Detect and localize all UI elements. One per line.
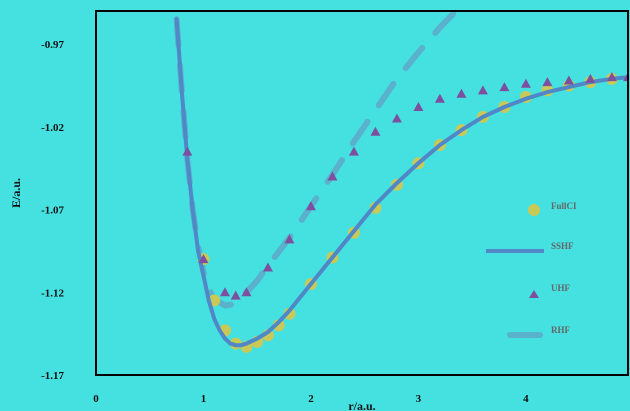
x-axis-label: r/a.u. — [348, 399, 375, 411]
legend-entry-uhf: UHF — [529, 283, 571, 298]
point-uhf — [585, 73, 596, 83]
plot-area — [95, 10, 629, 376]
y-tick-label: -1.07 — [41, 205, 64, 217]
y-tick-label: -1.17 — [41, 370, 64, 382]
series-layer — [173, 11, 628, 353]
point-uhf — [182, 146, 193, 156]
point-uhf — [230, 290, 241, 300]
legend-label-sshf: SSHF — [551, 241, 574, 251]
legend-label-uhf: UHF — [551, 283, 571, 293]
x-tick-label: 1 — [201, 393, 207, 405]
x-tick-label: 4 — [523, 393, 529, 405]
x-tick-label: 2 — [308, 393, 314, 405]
point-uhf — [262, 262, 273, 272]
legend-label-rhf: RHF — [551, 325, 571, 335]
point-uhf — [623, 72, 628, 82]
point-uhf — [391, 113, 402, 123]
point-uhf — [370, 126, 381, 136]
y-axis-label: E/a.u. — [9, 178, 23, 208]
point-uhf — [434, 93, 445, 103]
y-tick-label: -0.97 — [41, 39, 64, 51]
point-uhf — [456, 88, 467, 98]
legend-entry-rhf: RHF — [507, 325, 571, 338]
point-uhf — [563, 75, 574, 85]
point-uhf — [542, 77, 553, 87]
point-uhf — [198, 254, 209, 264]
legend-entry-sshf: SSHF — [486, 241, 574, 253]
series-rhf-line — [173, 11, 459, 309]
legend-marker-fullci — [528, 204, 540, 216]
y-tick-label: -1.12 — [41, 287, 64, 299]
legend-marker-uhf — [529, 290, 539, 298]
point-uhf — [606, 72, 617, 82]
point-uhf — [241, 287, 252, 297]
y-tick-label: -1.02 — [41, 122, 64, 134]
point-fullci — [283, 307, 296, 320]
point-uhf — [219, 287, 230, 297]
point-uhf — [413, 101, 424, 111]
point-uhf — [305, 201, 316, 211]
tick-layer: 0 1 2 3 4 -0.97 -1.02 -1.07 -1.12 -1.17 — [41, 39, 529, 405]
x-tick-label: 0 — [93, 393, 99, 405]
legend-label-fullci: FullCI — [551, 201, 577, 211]
x-tick-label: 3 — [416, 393, 422, 405]
legend-entry-fullci: FullCI — [528, 201, 577, 216]
point-uhf — [348, 146, 359, 156]
point-uhf — [284, 234, 295, 244]
legend: FullCI SSHF UHF RHF — [486, 201, 577, 338]
point-uhf — [499, 82, 510, 92]
point-uhf — [520, 78, 531, 88]
plot-frame — [95, 10, 629, 376]
series-sshf-line — [174, 17, 628, 348]
point-uhf — [477, 85, 488, 95]
point-uhf — [327, 171, 338, 181]
